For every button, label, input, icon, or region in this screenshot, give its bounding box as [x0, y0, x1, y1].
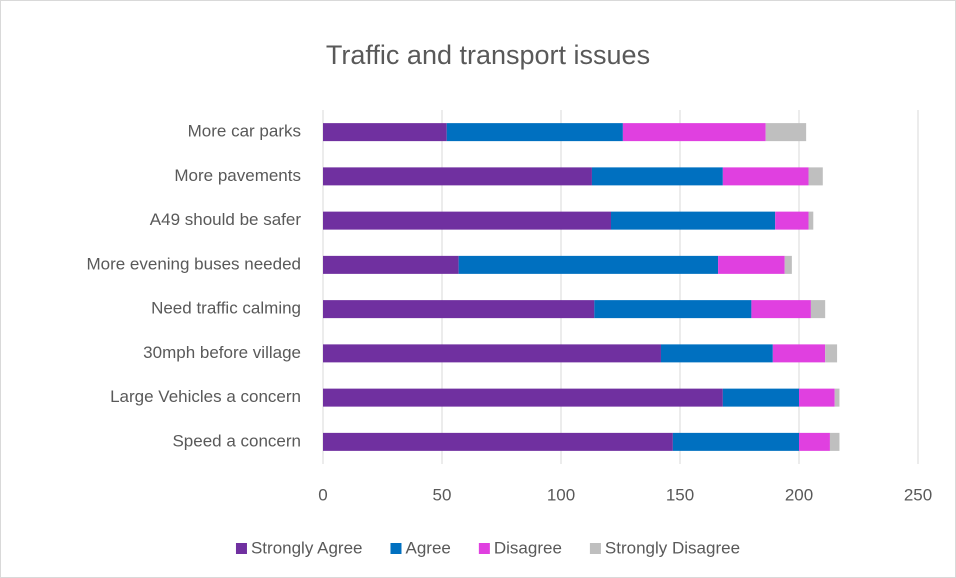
- bar-segment: [458, 255, 719, 274]
- x-tick-label: 200: [785, 485, 813, 504]
- bar-segment: [323, 211, 611, 230]
- bar-segment: [808, 167, 823, 186]
- x-tick-label: 0: [318, 485, 327, 504]
- bar-segment: [323, 344, 661, 363]
- bar-segment: [825, 344, 838, 363]
- bar-segment: [660, 344, 773, 363]
- legend-label: Agree: [405, 538, 450, 557]
- x-tick-label: 150: [666, 485, 694, 504]
- bar-segment: [323, 388, 723, 407]
- legend-label: Strongly Disagree: [605, 538, 740, 557]
- bar-segment: [810, 300, 826, 319]
- bar-segment: [323, 300, 595, 319]
- bar-segment: [722, 167, 809, 186]
- bar-segment: [751, 300, 811, 319]
- bar-segment: [784, 255, 792, 274]
- chart-title: Traffic and transport issues: [326, 40, 650, 70]
- x-tick-label: 50: [433, 485, 452, 504]
- x-tick-label: 100: [547, 485, 575, 504]
- bar-segment: [323, 255, 459, 274]
- legend-label: Disagree: [494, 538, 562, 557]
- y-tick-label: More evening buses needed: [86, 254, 301, 273]
- bar-segment: [765, 123, 807, 142]
- bar-segment: [622, 123, 766, 142]
- y-tick-label: A49 should be safer: [150, 210, 302, 229]
- bar-segment: [799, 432, 830, 451]
- legend-swatch: [478, 543, 490, 554]
- bar-segment: [323, 432, 673, 451]
- y-tick-label: 30mph before village: [143, 343, 301, 362]
- y-tick-label: More pavements: [174, 166, 301, 185]
- y-tick-label: Large Vehicles a concern: [110, 387, 301, 406]
- y-tick-label: Speed a concern: [172, 431, 301, 450]
- bar-segment: [775, 211, 809, 230]
- bar-segment: [594, 300, 752, 319]
- legend-swatch: [390, 543, 402, 554]
- legend-label: Strongly Agree: [251, 538, 363, 557]
- bar-segment: [722, 388, 799, 407]
- legend-swatch: [589, 543, 601, 554]
- bar-segment: [772, 344, 826, 363]
- x-tick-label: 250: [904, 485, 932, 504]
- bar-segment: [829, 432, 840, 451]
- y-tick-label: More car parks: [188, 122, 301, 141]
- bar-segment: [610, 211, 776, 230]
- legend-swatch: [235, 543, 247, 554]
- bar-segment: [446, 123, 623, 142]
- bar-segment: [834, 388, 840, 407]
- bar-segment: [718, 255, 785, 274]
- bar-segment: [808, 211, 814, 230]
- bar-segment: [672, 432, 799, 451]
- bar-segment: [799, 388, 835, 407]
- y-tick-label: Need traffic calming: [151, 299, 301, 318]
- bar-segment: [323, 123, 447, 142]
- bar-segment: [323, 167, 592, 186]
- bar-segment: [591, 167, 723, 186]
